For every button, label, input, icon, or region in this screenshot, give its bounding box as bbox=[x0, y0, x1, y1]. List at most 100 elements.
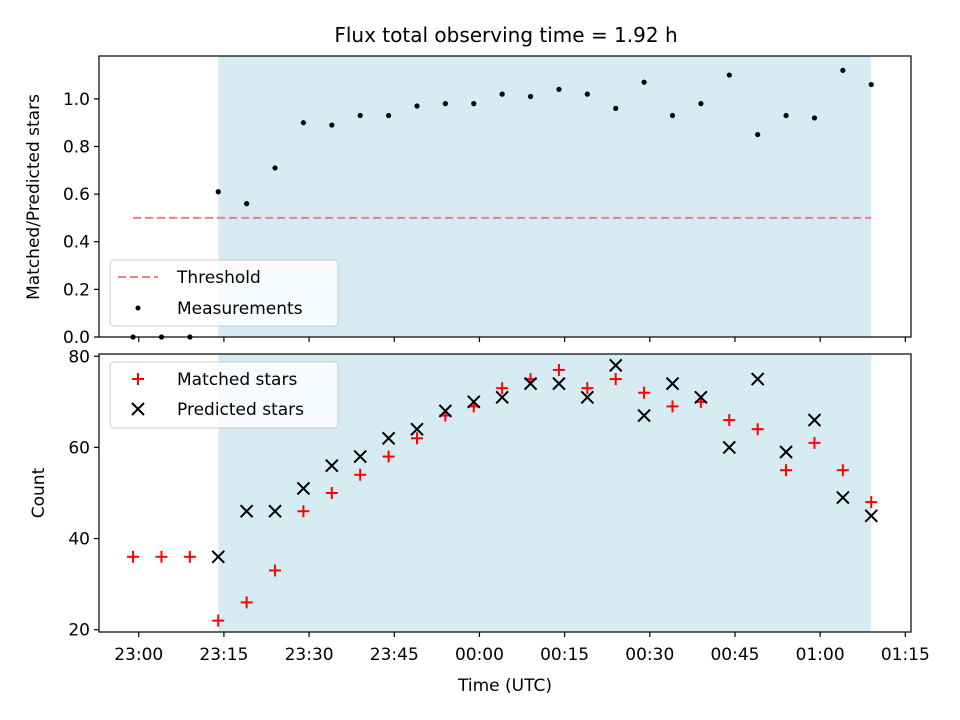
measurement-point bbox=[669, 112, 676, 119]
predicted-star-point bbox=[467, 395, 481, 409]
measurements-legend-label: Measurements bbox=[177, 299, 303, 319]
matched-star-point bbox=[212, 614, 225, 627]
ratio-y-axis-label: Matched/Predicted stars bbox=[24, 94, 44, 300]
x-tick-label: 23:15 bbox=[199, 645, 248, 665]
matched-star-point bbox=[382, 450, 395, 463]
matched-star-point bbox=[552, 363, 565, 376]
ratio-y-tick-label: 1.0 bbox=[63, 90, 90, 110]
measurement-point bbox=[215, 189, 221, 195]
x-tick-label: 00:15 bbox=[540, 645, 589, 665]
matched-star-point bbox=[127, 550, 140, 563]
matched-star-point bbox=[751, 423, 764, 436]
matched-star-point bbox=[581, 382, 594, 395]
predicted-star-point bbox=[580, 390, 595, 405]
x-axis-label: Time (UTC) bbox=[457, 676, 552, 696]
ratio-y-ticks: 0.0 0.2 0.4 0.6 0.8 1.0 bbox=[63, 90, 99, 348]
matched-star-point bbox=[183, 550, 196, 563]
measurement-point bbox=[613, 105, 619, 111]
threshold-legend-label: Threshold bbox=[176, 268, 261, 288]
x-tick-label: 00:00 bbox=[455, 645, 504, 665]
predicted-star-point bbox=[523, 376, 538, 391]
measurement-point bbox=[556, 86, 562, 92]
count-y-axis-label: Count bbox=[29, 467, 49, 518]
predicted-star-point bbox=[410, 422, 424, 436]
measurement-point bbox=[414, 103, 420, 109]
predicted-star-point bbox=[495, 390, 509, 405]
predicted-star-point bbox=[750, 372, 765, 386]
count-panel-frame bbox=[98, 353, 912, 633]
measurement-point bbox=[698, 101, 704, 107]
chart-title: Flux total observing time = 1.92 h bbox=[334, 23, 677, 47]
matched-star-point bbox=[836, 464, 849, 477]
count-legend-box bbox=[109, 361, 339, 429]
measurements-legend-swatch bbox=[135, 305, 141, 311]
matched-star-point bbox=[269, 564, 282, 577]
ratio-plot-area bbox=[130, 67, 874, 340]
predicted-star-point bbox=[637, 408, 651, 423]
predicted-star-point bbox=[722, 440, 737, 455]
count-y-ticks: 20 40 60 80 bbox=[68, 347, 99, 641]
x-tick-label: 01:00 bbox=[796, 645, 845, 665]
measurement-point bbox=[811, 115, 818, 121]
count-y-tick-label: 40 bbox=[68, 530, 90, 550]
predicted-star-point bbox=[779, 445, 793, 459]
predicted-star-point bbox=[353, 449, 367, 464]
matched-star-point bbox=[666, 400, 679, 413]
predicted-star-point bbox=[268, 504, 282, 518]
measurement-point bbox=[755, 131, 761, 138]
measurement-point bbox=[527, 93, 534, 100]
predicted-star-point bbox=[665, 376, 680, 391]
measurement-point bbox=[726, 72, 732, 78]
ratio-y-tick-label: 0.6 bbox=[63, 185, 90, 205]
matched-star-point bbox=[780, 464, 793, 477]
matched-legend-label: Matched stars bbox=[177, 370, 297, 390]
count-legend: Matched stars Predicted stars bbox=[109, 361, 339, 429]
measurement-point bbox=[244, 201, 250, 207]
matched-star-point bbox=[865, 496, 878, 509]
count-x-ticks: 23:00 23:15 23:30 23:45 00:00 00:15 00:30 00:45… bbox=[114, 632, 930, 665]
measurement-point bbox=[385, 112, 392, 119]
ratio-y-tick-label: 0.4 bbox=[63, 233, 90, 253]
matched-star-point bbox=[638, 386, 651, 399]
predicted-star-point bbox=[864, 509, 878, 523]
ratio-y-tick-label: 0.8 bbox=[63, 137, 90, 157]
predicted-star-point bbox=[694, 390, 708, 405]
predicted-star-point bbox=[296, 481, 311, 496]
x-tick-label: 00:45 bbox=[710, 645, 759, 665]
ratio-y-tick-label: 0.2 bbox=[63, 280, 90, 300]
matched-star-point bbox=[240, 596, 253, 609]
matched-star-point bbox=[609, 373, 622, 386]
ratio-y-tick-label: 0.0 bbox=[63, 328, 90, 348]
measurement-point bbox=[471, 101, 477, 107]
measurement-point bbox=[584, 91, 590, 97]
predicted-star-point bbox=[609, 358, 623, 373]
predicted-legend-swatch bbox=[131, 402, 145, 416]
measurement-point bbox=[868, 81, 874, 88]
predicted-star-point bbox=[438, 404, 453, 418]
matched-star-point bbox=[155, 550, 168, 563]
ratio-panel-frame bbox=[98, 55, 912, 338]
measurement-point bbox=[442, 101, 448, 107]
count-y-tick-label: 60 bbox=[68, 438, 90, 458]
measurement-point bbox=[783, 112, 789, 119]
x-tick-label: 01:15 bbox=[881, 645, 930, 665]
matched-star-point bbox=[496, 382, 509, 395]
matched-star-point bbox=[325, 487, 338, 499]
predicted-star-point bbox=[836, 490, 850, 505]
ratio-x-ticks bbox=[138, 337, 906, 342]
count-plot-area bbox=[127, 358, 878, 627]
x-tick-label: 23:45 bbox=[370, 645, 419, 665]
matched-star-point bbox=[297, 505, 310, 518]
ratio-legend-box bbox=[109, 259, 339, 327]
matched-legend-swatch bbox=[132, 373, 144, 385]
matched-star-point bbox=[410, 432, 423, 445]
predicted-star-point bbox=[239, 504, 254, 518]
predicted-star-point bbox=[381, 431, 396, 446]
count-y-tick-label: 20 bbox=[68, 621, 90, 641]
predicted-star-point bbox=[325, 458, 339, 473]
measurement-point bbox=[329, 122, 335, 128]
measurement-point bbox=[272, 165, 278, 171]
predicted-star-point bbox=[211, 550, 225, 564]
matched-star-point bbox=[723, 414, 736, 427]
